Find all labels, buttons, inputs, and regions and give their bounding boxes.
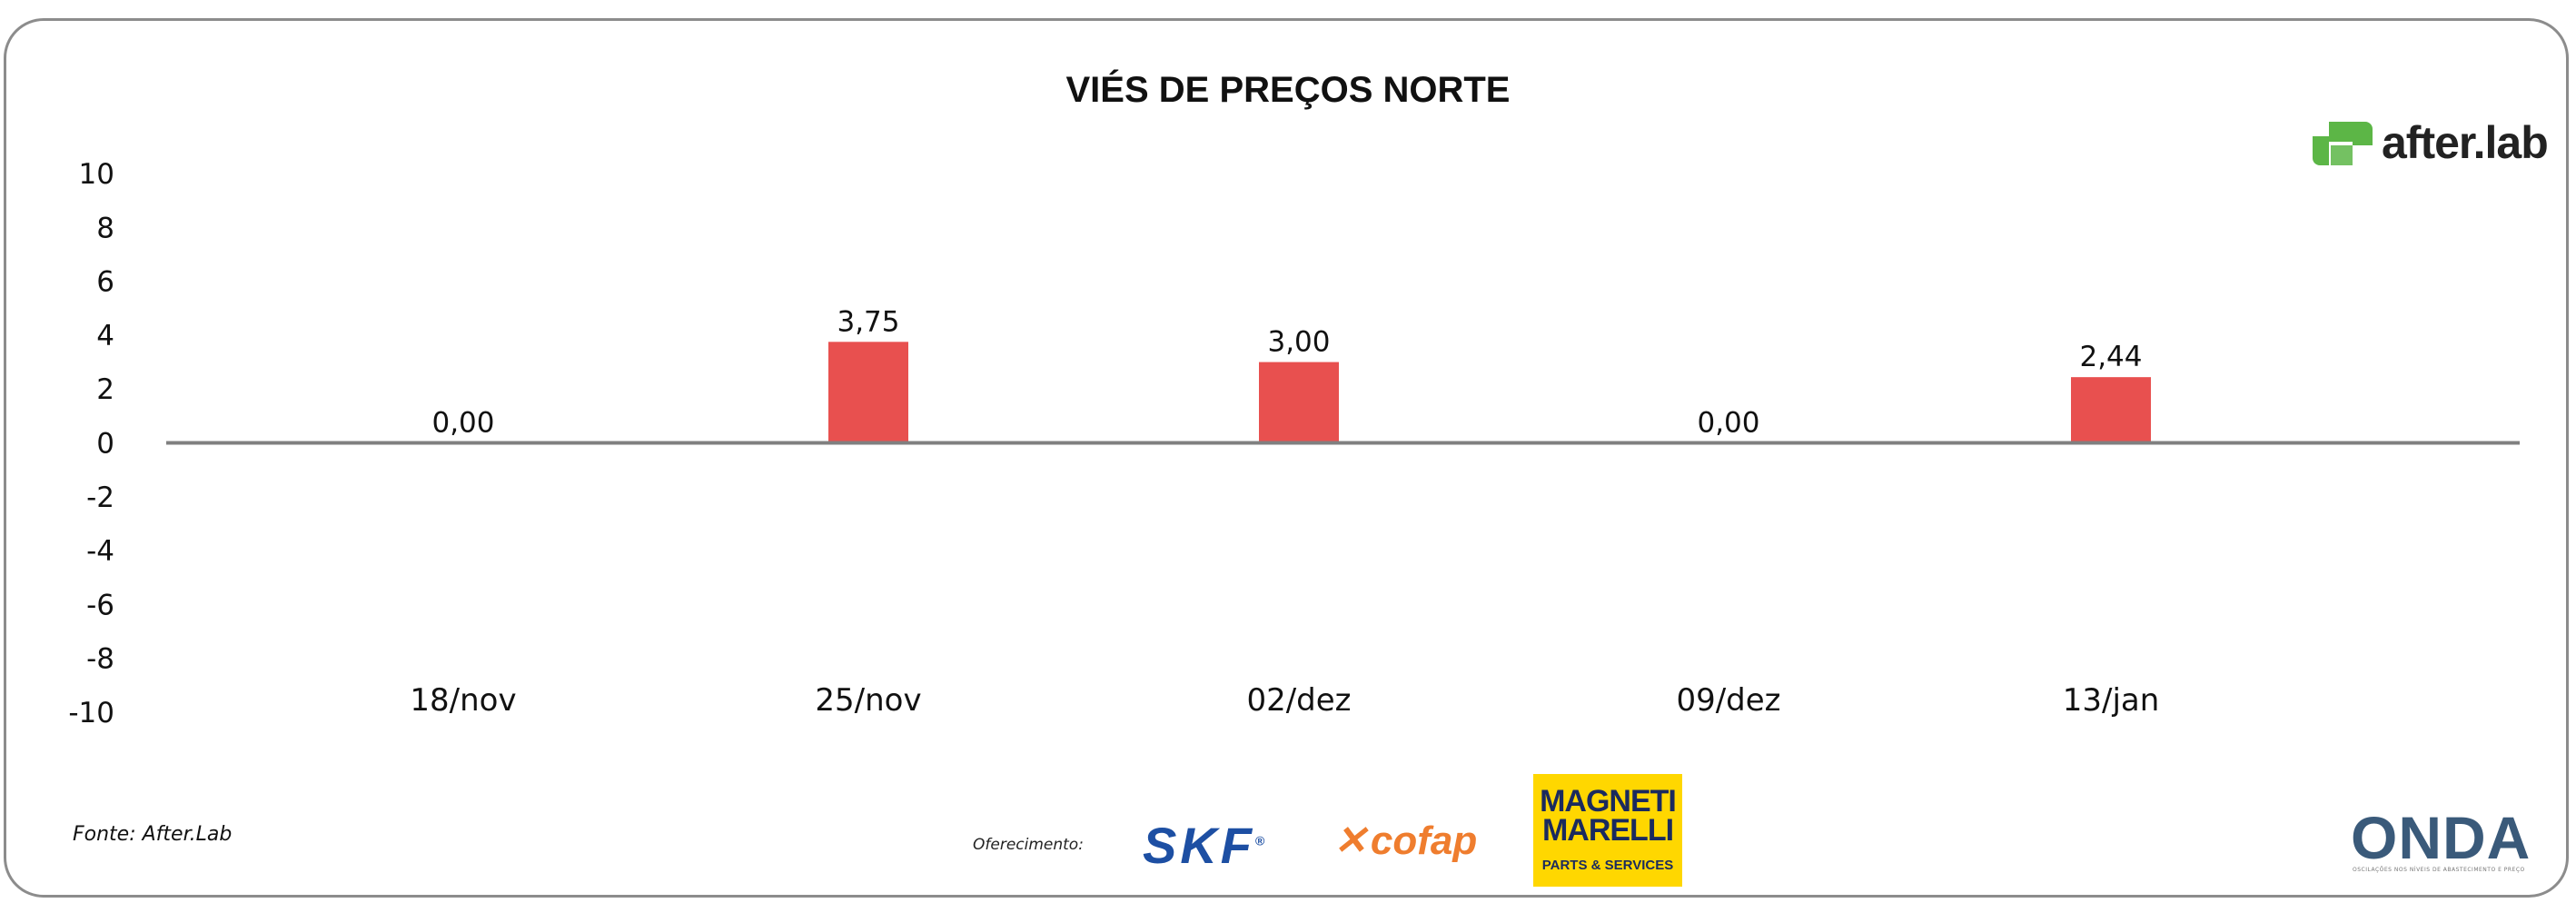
data-label: 2,44 [2079, 341, 2142, 373]
skf-registered-mark: ® [1255, 833, 1265, 848]
bar [828, 342, 908, 443]
data-label: 3,75 [837, 305, 899, 338]
magneti-tagline: PARTS & SERVICES [1541, 858, 1674, 873]
y-tick-label: 0 [96, 428, 114, 461]
chart-frame [4, 18, 2569, 898]
y-tick-label: -2 [86, 481, 114, 514]
cofap-logo: ✕cofap [1333, 818, 1477, 864]
x-tick-label: 13/jan [2063, 682, 2160, 719]
source-note: Fonte: After.Lab [73, 823, 233, 846]
cofap-x-icon: ✕ [1333, 819, 1367, 863]
magneti-marelli-logo: MAGNETI MARELLI PARTS & SERVICES [1533, 774, 1682, 887]
y-tick-label: 2 [96, 373, 114, 406]
y-tick-label: -10 [68, 697, 114, 729]
data-label: 3,00 [1267, 326, 1330, 359]
afterlab-wordmark: after.lab [2382, 117, 2549, 168]
y-tick-label: 4 [96, 320, 114, 352]
skf-logo: SKF® [1143, 816, 1264, 875]
data-label: 0,00 [1697, 407, 1759, 440]
sponsor-label: Oferecimento: [973, 836, 1084, 854]
bar [2071, 377, 2151, 443]
x-tick-label: 02/dez [1246, 682, 1351, 719]
x-axis-ticks: 18/nov 25/nov 02/dez 09/dez 13/jan [410, 682, 2159, 719]
y-tick-label: -4 [86, 535, 114, 568]
x-tick-label: 25/nov [815, 682, 921, 719]
onda-tagline: OSCILAÇÕES NOS NÍVEIS DE ABASTECIMENTO E… [2353, 867, 2525, 873]
data-labels: 0,00 3,75 3,00 0,00 2,44 [431, 305, 2142, 439]
y-tick-label: 6 [96, 266, 114, 299]
y-tick-label: -6 [86, 589, 114, 621]
y-tick-label: -8 [86, 643, 114, 676]
magneti-wordmark: MAGNETI MARELLI [1540, 784, 1677, 848]
onda-wordmark: ONDA [2351, 804, 2531, 871]
onda-logo: ONDA OSCILAÇÕES NOS NÍVEIS DE ABASTECIME… [2351, 803, 2541, 876]
skf-wordmark: SKF [1143, 817, 1255, 874]
y-axis-ticks: 10 8 6 4 2 0 -2 -4 -6 -8 -10 [68, 158, 114, 729]
bar [1259, 362, 1339, 443]
afterlab-mark-icon [2313, 122, 2373, 165]
afterlab-logo: after.lab [2307, 114, 2554, 173]
x-tick-label: 18/nov [410, 682, 516, 719]
bars [828, 342, 2151, 443]
y-tick-label: 10 [79, 158, 114, 191]
cofap-wordmark: cofap [1370, 819, 1478, 863]
data-label: 0,00 [431, 407, 494, 440]
chart-title: VIÉS DE PREÇOS NORTE [1066, 69, 1511, 110]
x-tick-label: 09/dez [1676, 682, 1780, 719]
y-tick-label: 8 [96, 212, 114, 244]
